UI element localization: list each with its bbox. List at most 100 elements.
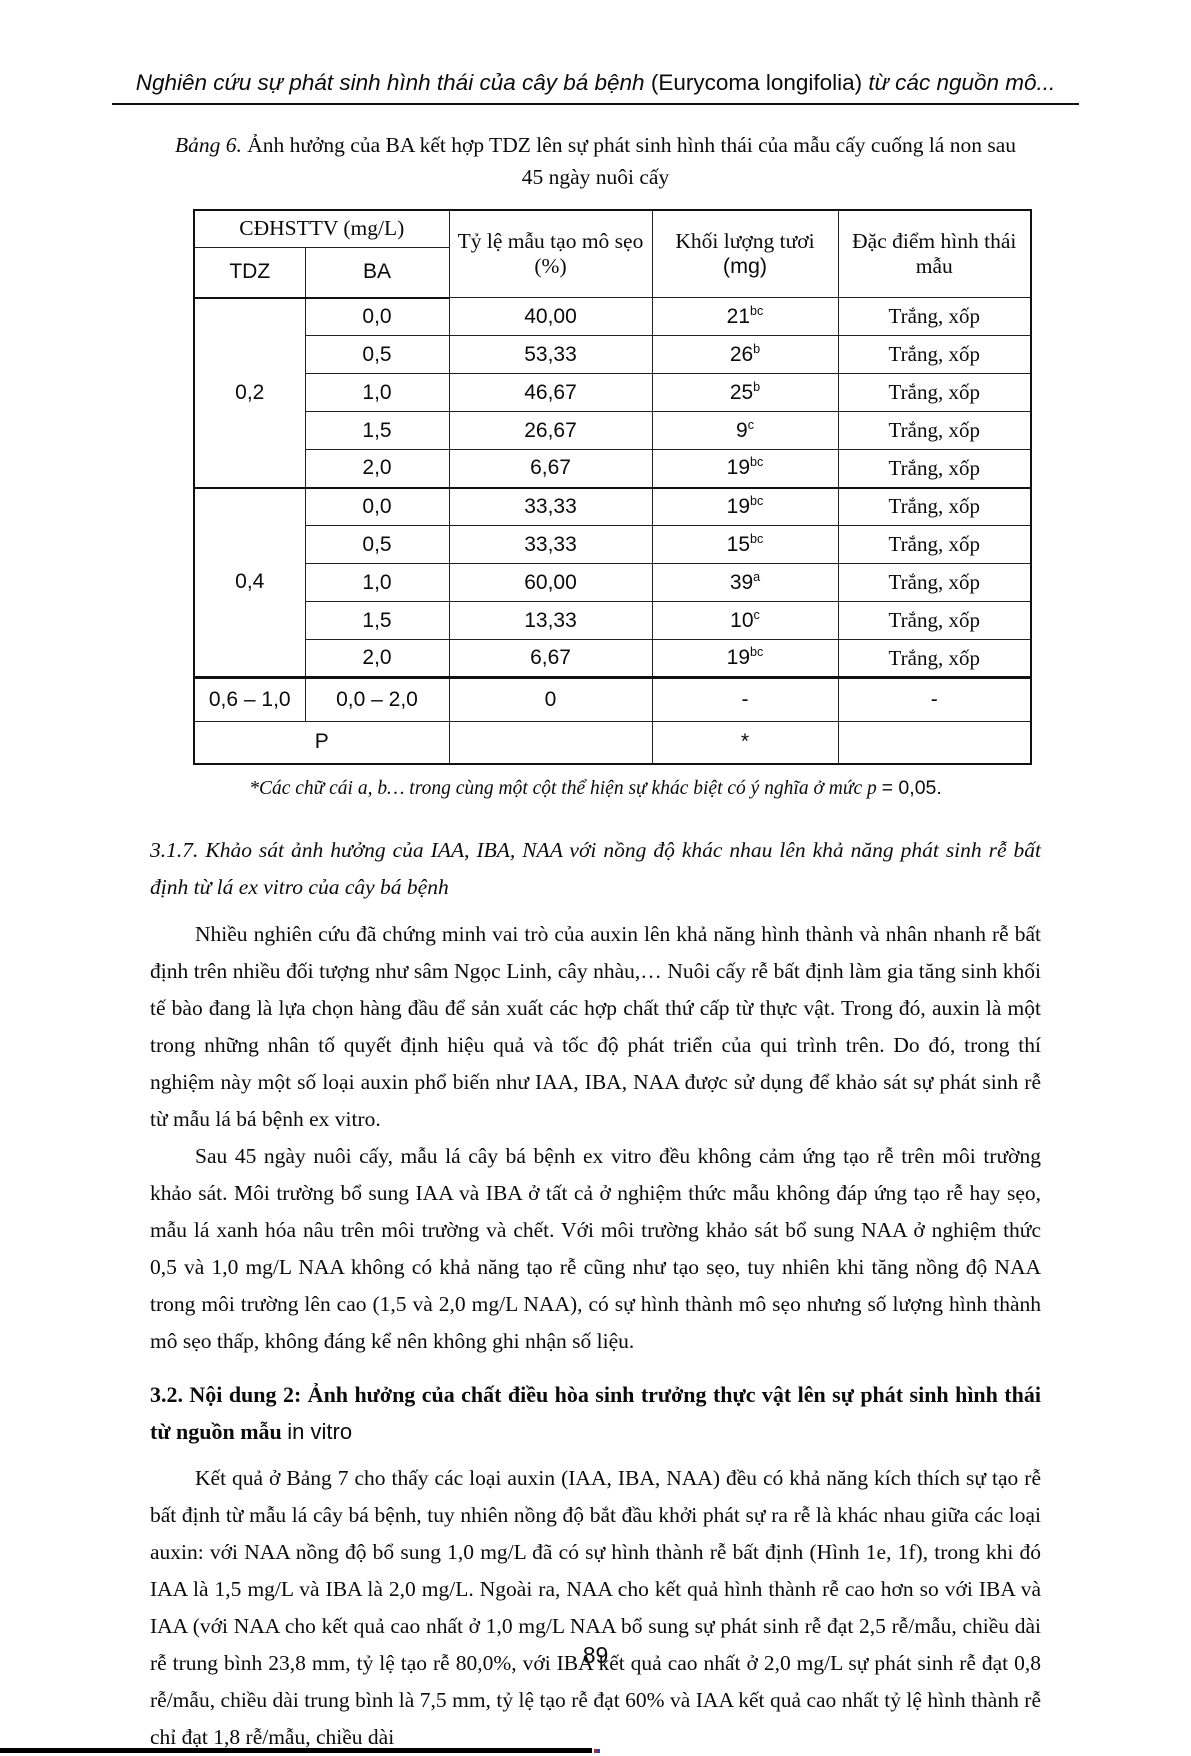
mass-sup: bc [750, 493, 764, 508]
table-caption-text: Ảnh hưởng của BA kết hợp TDZ lên sự phát… [241, 133, 1016, 190]
cell-mass: 15bc [651, 525, 839, 564]
table-caption-label: Bảng 6. [174, 133, 242, 157]
cell-morphology-range: - [837, 676, 1032, 722]
cell-callus: 53,33 [448, 335, 653, 374]
cell-callus: 60,00 [448, 563, 653, 602]
column-header-ba: BA [304, 247, 450, 299]
table-row: 0,5 33,33 15bc Trắng, xốp [194, 525, 1032, 564]
cell-tdz-group2: 0,4 [193, 486, 306, 678]
cell-callus: 6,67 [448, 449, 653, 488]
cell-p-empty [837, 721, 1032, 764]
cell-ba: 1,5 [304, 411, 450, 450]
column-header-morphology: Đặc điểm hình thái mẫu [837, 209, 1032, 298]
mass-value: 15 [726, 532, 751, 556]
cell-mass: 25b [651, 373, 839, 412]
cell-morphology: Trắng, xốp [837, 411, 1032, 450]
cell-p-empty [448, 721, 653, 764]
running-header-title-part2: từ các nguồn mô... [862, 70, 1056, 95]
cell-callus: 6,67 [448, 639, 653, 678]
cell-morphology: Trắng, xốp [837, 449, 1032, 488]
mass-sup: c [753, 607, 760, 622]
mass-sup: bc [750, 455, 764, 470]
cell-tdz-range: 0,6 – 1,0 [193, 676, 306, 722]
column-header-callus-rate: Tỷ lệ mẫu tạo mô sẹo (%) [448, 209, 653, 298]
cell-mass: 19bc [651, 486, 839, 526]
table-row: 2,0 6,67 19bc Trắng, xốp [194, 449, 1032, 488]
cell-callus: 26,67 [448, 411, 653, 450]
mass-sup: b [753, 341, 761, 356]
mass-sup: bc [750, 303, 764, 318]
table-row: 1,0 46,67 25b Trắng, xốp [194, 373, 1032, 412]
cell-callus: 33,33 [448, 525, 653, 564]
cell-callus-range: 0 [448, 676, 653, 722]
footnote-value-part: = 0,05. [881, 776, 942, 799]
cell-mass: 10c [651, 601, 839, 640]
page-number: 89 [582, 1642, 609, 1668]
cell-ba: 1,0 [304, 563, 450, 602]
cell-morphology: Trắng, xốp [837, 373, 1032, 412]
mass-sup: c [747, 417, 754, 432]
mass-value: 26 [729, 342, 754, 366]
footnote-italic-part: *Các chữ cái a, b… trong cùng một cột th… [249, 777, 882, 799]
cell-morphology: Trắng, xốp [837, 563, 1032, 602]
cell-ba: 0,5 [304, 335, 450, 374]
section-heading-3-2-invitro: in vitro [287, 1418, 353, 1444]
table-row-range: 0,6 – 1,0 0,0 – 2,0 0 - - [193, 676, 1032, 722]
cell-morphology: Trắng, xốp [837, 297, 1032, 336]
cell-ba: 1,5 [304, 601, 450, 640]
results-table: CĐHSTTV (mg/L) Tỷ lệ mẫu tạo mô sẹo (%) … [193, 208, 1032, 765]
cell-callus: 13,33 [448, 601, 653, 640]
table-row: 1,5 13,33 10c Trắng, xốp [194, 601, 1032, 640]
mass-value: 19 [726, 646, 751, 669]
cell-mass-range: - [651, 676, 839, 722]
fresh-weight-unit: (mg) [722, 253, 768, 278]
cell-ba: 0,0 [304, 486, 450, 526]
scan-artifact-bar [0, 1748, 592, 1753]
cell-ba: 0,5 [304, 525, 450, 564]
cell-mass: 21bc [651, 297, 839, 336]
paragraph-ex-vitro-results: Sau 45 ngày nuôi cấy, mẫu lá cây bá bệnh… [150, 1143, 1041, 1353]
table-row: 1,5 26,67 9c Trắng, xốp [194, 411, 1032, 450]
running-header-title-part1: Nghiên cứu sự phát sinh hình thái của câ… [135, 70, 651, 95]
cell-p-label: P [193, 721, 450, 764]
cell-mass: 19bc [651, 639, 839, 678]
cell-morphology: Trắng, xốp [837, 525, 1032, 564]
mass-sup: b [753, 379, 761, 394]
table-row: 0,2 0,0 40,00 21bc Trắng, xốp [193, 297, 1032, 488]
running-header-species: (Eurycoma longifolia) [650, 70, 863, 95]
scan-artifact-dot [594, 1749, 600, 1753]
column-header-tdz: TDZ [193, 247, 306, 299]
table-caption: Bảng 6. Ảnh hưởng của BA kết hợp TDZ lên… [173, 129, 1019, 194]
running-header: Nghiên cứu sự phát sinh hình thái của câ… [112, 70, 1079, 105]
column-header-fresh-weight: Khối lượng tươi (mg) [651, 209, 839, 298]
mass-value: 9 [736, 418, 748, 442]
cell-ba-range: 0,0 – 2,0 [304, 676, 450, 722]
mass-value: 25 [729, 380, 754, 404]
mass-value: 19 [726, 494, 751, 518]
cell-ba: 2,0 [304, 449, 450, 488]
cell-ba: 0,0 [304, 297, 450, 336]
table-row: 0,4 0,0 33,33 19bc Trắng, xốp [193, 486, 1032, 678]
cell-morphology: Trắng, xốp [837, 639, 1032, 678]
cell-tdz-group1: 0,2 [193, 297, 306, 488]
section-heading-3-1-7: 3.1.7. Khảo sát ảnh hưởng của IAA, IBA, … [150, 837, 1041, 899]
cell-callus: 46,67 [448, 373, 653, 412]
section-heading-3-2-bold: 3.2. Nội dung 2: Ảnh hưởng của chất điều… [150, 1381, 1041, 1444]
cell-morphology: Trắng, xốp [837, 486, 1032, 526]
cell-ba: 1,0 [304, 373, 450, 412]
fresh-weight-label: Khối lượng tươi [675, 228, 815, 253]
cell-mass: 39a [651, 563, 839, 602]
table-row: 0,5 53,33 26b Trắng, xốp [194, 335, 1032, 374]
paragraph-auxin-role: Nhiều nghiên cứu đã chứng minh vai trò c… [150, 921, 1041, 1131]
table-subheader-row: TDZ BA [193, 247, 1031, 299]
cell-mass: 9c [651, 411, 839, 450]
mass-value: 19 [726, 456, 751, 480]
cell-callus: 40,00 [448, 297, 653, 336]
mass-value: 10 [730, 608, 754, 632]
column-header-cdhsttv: CĐHSTTV (mg/L) [193, 209, 450, 248]
table-header-row: CĐHSTTV (mg/L) Tỷ lệ mẫu tạo mô sẹo (%) … [193, 209, 1032, 298]
cell-callus: 33,33 [448, 486, 653, 526]
table-footnote: *Các chữ cái a, b… trong cùng một cột th… [0, 777, 1191, 800]
cell-morphology: Trắng, xốp [837, 601, 1032, 640]
cell-mass: 26b [651, 335, 839, 374]
